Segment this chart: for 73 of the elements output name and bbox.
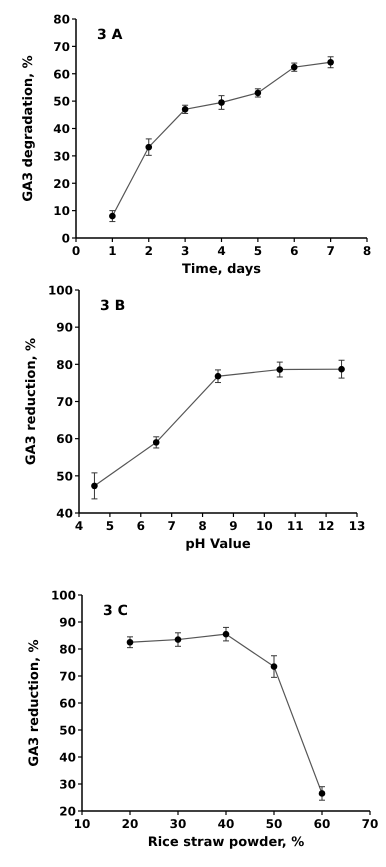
x-tick-label: 4: [74, 519, 84, 533]
point: [126, 638, 134, 646]
y-tick-label: 40: [56, 506, 73, 520]
text: 3 A: [97, 27, 123, 43]
x-tick-label: 6: [136, 519, 145, 533]
x-tick-label: 5: [106, 519, 114, 533]
text: 3 C: [103, 603, 128, 619]
y-tick-label: 50: [59, 724, 76, 738]
x-tick-label: 7: [167, 519, 176, 533]
y-tick-label: 100: [48, 284, 73, 298]
x-tick-label: 4: [217, 244, 226, 258]
x-tick-label: 9: [229, 519, 238, 533]
x-tick-label: 12: [318, 519, 334, 533]
x-tick-label: 2: [144, 244, 153, 258]
y-tick-label: 60: [53, 67, 70, 82]
y-tick-label: 10: [53, 204, 70, 218]
x-tick-label: 70: [362, 817, 378, 831]
x-tick-label: 13: [348, 519, 366, 533]
y-tick-label: 50: [56, 469, 73, 484]
y-tick-label: 40: [53, 122, 70, 136]
point: [152, 439, 160, 446]
point: [270, 663, 278, 670]
text: 3 B: [100, 298, 126, 314]
y-axis-title: GA3 degradation, %: [21, 55, 36, 202]
y-tick-label: 100: [50, 588, 76, 602]
y-tick-label: 80: [56, 358, 73, 372]
x-tick-label: 1: [108, 244, 117, 258]
y-tick-label: 90: [56, 320, 73, 335]
point: [327, 58, 334, 66]
y-axis-title: GA3 reduction, %: [27, 639, 42, 767]
x-tick-label: 3: [180, 244, 190, 258]
y-tick-label: 60: [56, 432, 73, 446]
y-tick-label: 40: [59, 750, 76, 764]
point: [91, 482, 98, 490]
y-tick-label: 90: [59, 616, 76, 630]
point: [214, 372, 222, 380]
x-tick-label: 8: [362, 244, 372, 258]
y-tick-label: 80: [53, 12, 70, 26]
x-tick-label: 10: [74, 817, 90, 831]
point: [338, 366, 345, 372]
y-tick-label: 0: [62, 232, 70, 246]
point: [276, 366, 284, 373]
x-axis-title: Rice straw powder, %: [148, 835, 304, 850]
point: [145, 144, 152, 150]
x-tick-label: 30: [170, 817, 186, 831]
y-tick-label: 70: [59, 670, 76, 684]
x-tick-label: 8: [198, 519, 207, 533]
y-tick-label: 50: [53, 94, 70, 109]
x-tick-label: 11: [286, 519, 304, 533]
x-tick-label: 5: [254, 244, 262, 258]
x-tick-label: 50: [266, 817, 282, 831]
x-axis-title: Time, days: [182, 262, 262, 277]
point: [109, 212, 116, 220]
x-tick-label: 60: [314, 817, 330, 831]
x-tick-label: 40: [218, 817, 234, 831]
x-tick-label: 7: [326, 244, 335, 258]
y-axis-title: GA3 reduction, %: [24, 338, 39, 466]
x-tick-label: 6: [290, 244, 298, 258]
y-tick-label: 70: [53, 40, 70, 54]
point: [174, 636, 182, 643]
point: [218, 99, 225, 106]
y-tick-label: 60: [59, 696, 76, 710]
y-tick-label: 70: [56, 395, 73, 409]
y-tick-label: 20: [53, 176, 70, 191]
x-axis-title: pH Value: [185, 537, 251, 552]
y-tick-label: 30: [53, 149, 70, 164]
x-tick-label: 10: [256, 519, 273, 533]
point: [222, 630, 230, 638]
point: [318, 790, 326, 797]
y-tick-label: 30: [59, 778, 76, 792]
y-tick-label: 80: [59, 642, 76, 656]
x-tick-label: 20: [122, 817, 138, 831]
y-tick-label: 20: [59, 804, 76, 818]
